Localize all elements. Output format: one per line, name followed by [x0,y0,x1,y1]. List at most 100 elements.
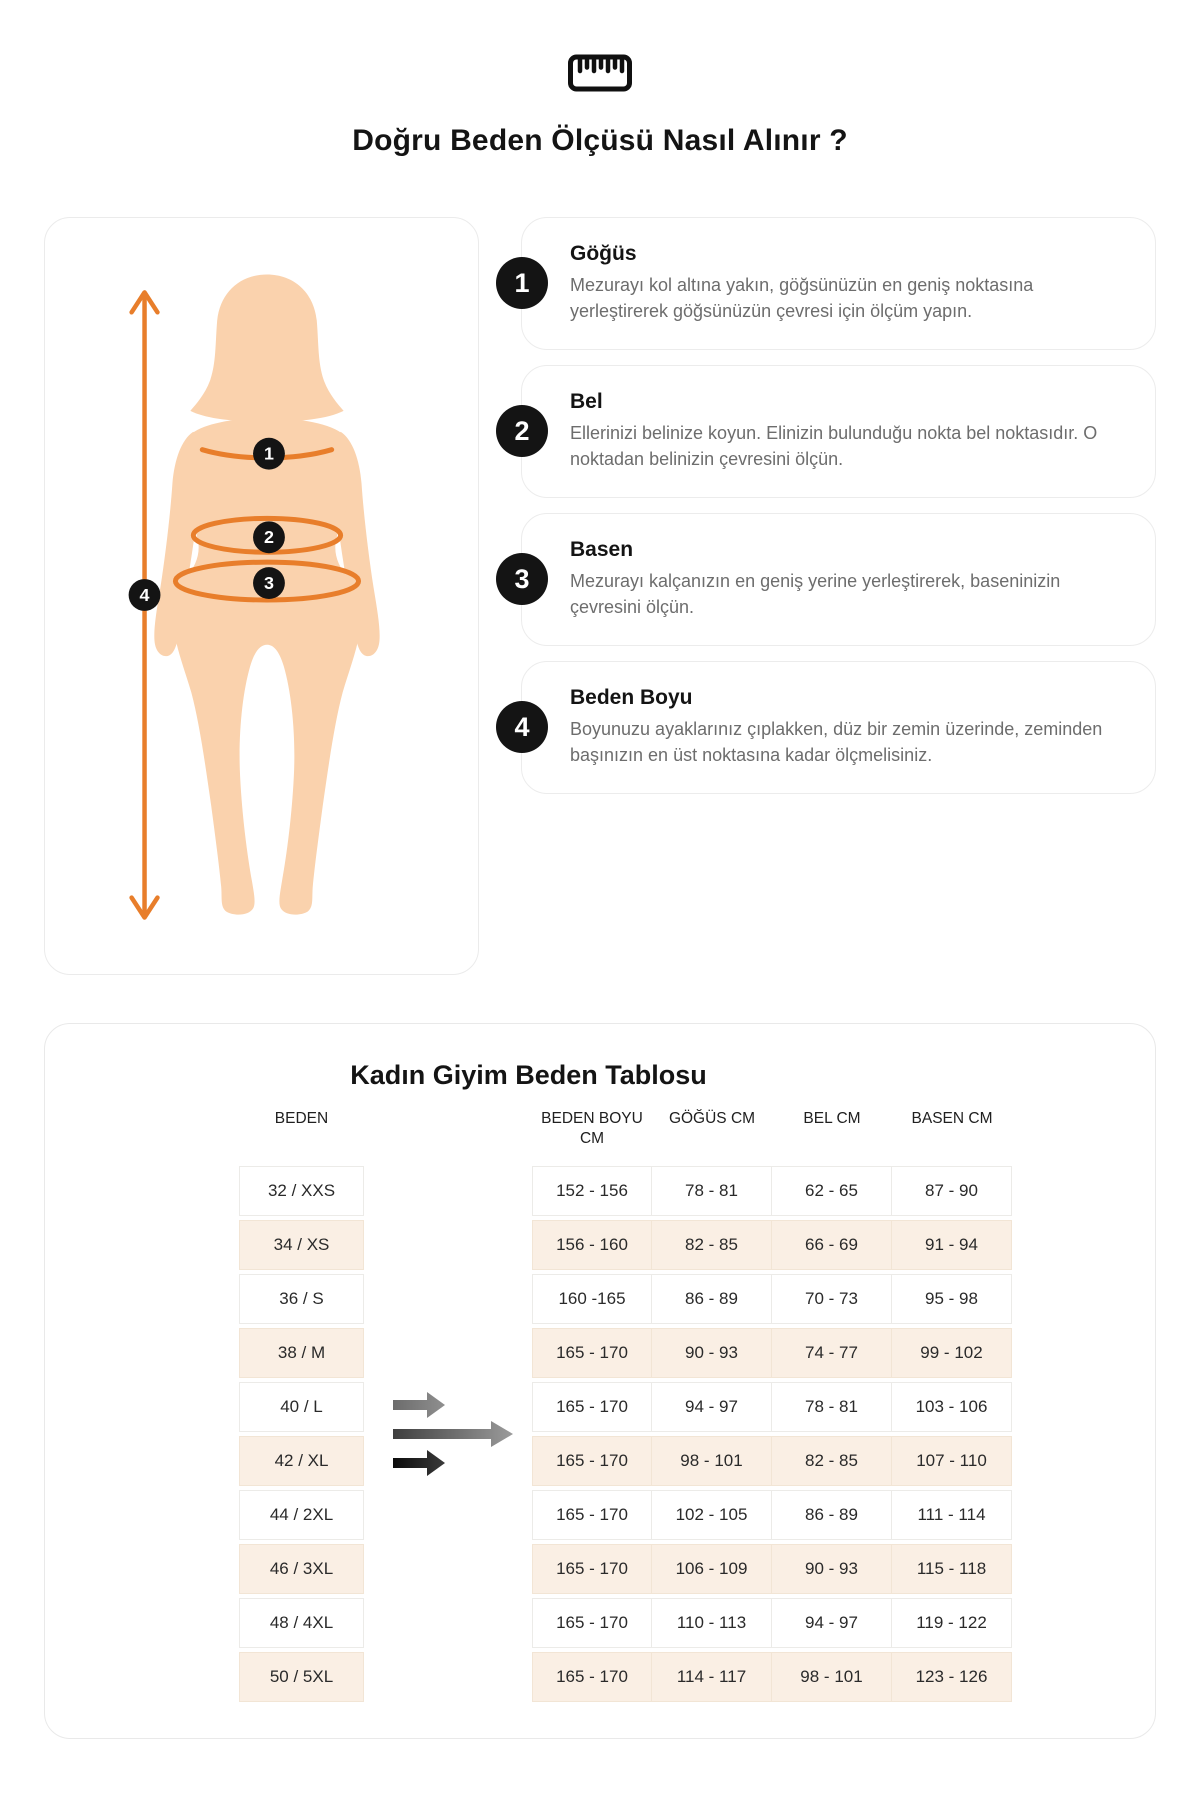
height-cell: 165 - 170 [532,1382,652,1433]
hips-cell: 123 - 126 [892,1652,1012,1703]
hips-cell: 99 - 102 [892,1328,1012,1379]
table-row: 40 / L 165 - 170 94 - 97 78 - 81 103 - 1… [239,1382,1012,1433]
waist-cell: 62 - 65 [772,1166,892,1217]
header-icon-wrap [0,0,1200,94]
column-header-size: BEDEN [274,1109,329,1127]
measurement-guide-section: 1 2 3 4 1 Göğüs Mezurayı kol altına yakı… [44,216,1156,975]
table-row: 42 / XL 165 - 170 98 - 101 82 - 85 107 -… [239,1436,1012,1487]
chest-cell: 94 - 97 [652,1382,772,1433]
height-cell: 165 - 170 [532,1490,652,1541]
step-card-chest: 1 Göğüs Mezurayı kol altına yakın, göğsü… [496,216,1156,350]
height-cell: 160 -165 [532,1274,652,1325]
step-title: Bel [570,389,603,413]
chest-cell: 106 - 109 [652,1544,772,1595]
hips-cell: 107 - 110 [892,1436,1012,1487]
waist-cell: 74 - 77 [772,1328,892,1379]
chest-cell: 78 - 81 [652,1166,772,1217]
hips-cell: 111 - 114 [892,1490,1012,1541]
step-title: Beden Boyu [570,685,693,709]
measurement-steps: 1 Göğüs Mezurayı kol altına yakın, göğsü… [496,216,1156,975]
step-card-height: 4 Beden Boyu Boyunuzu ayaklarınız çıplak… [496,660,1156,794]
height-cell: 156 - 160 [532,1220,652,1271]
figure-badges: 1 2 3 4 [128,437,285,611]
size-cell: 36 / S [239,1274,364,1325]
waist-cell: 94 - 97 [772,1598,892,1649]
table-row: 36 / S 160 -165 86 - 89 70 - 73 95 - 98 [239,1274,1012,1325]
waist-cell: 98 - 101 [772,1652,892,1703]
chest-cell: 102 - 105 [652,1490,772,1541]
height-cell: 165 - 170 [532,1328,652,1379]
step-number-badge: 4 [496,701,548,753]
figure-badge-chest [253,437,285,470]
figure-badge-waist-label: 2 [264,527,274,547]
figure-badge-height [128,578,161,611]
figure-badge-waist [253,520,285,553]
table-row: 38 / M 165 - 170 90 - 93 74 - 77 99 - 10… [239,1328,1012,1379]
chest-cell: 90 - 93 [652,1328,772,1379]
hip-measure-loop [172,559,362,602]
column-header-hips: BASEN CM [911,1109,993,1127]
size-pointer-arrows-icon [393,1392,513,1477]
chest-cell: 82 - 85 [652,1220,772,1271]
hips-cell: 103 - 106 [892,1382,1012,1433]
figure-badge-hip-label: 3 [264,573,274,593]
table-row: 48 / 4XL 165 - 170 110 - 113 94 - 97 119… [239,1598,1012,1649]
waist-cell: 86 - 89 [772,1490,892,1541]
table-row: 32 / XXS 152 - 156 78 - 81 62 - 65 87 - … [239,1166,1012,1217]
size-cell: 50 / 5XL [239,1652,364,1703]
step-title: Basen [570,537,634,561]
size-cell: 48 / 4XL [239,1598,364,1649]
page-title: Doğru Beden Ölçüsü Nasıl Alınır ? [352,124,848,157]
size-cell: 46 / 3XL [239,1544,364,1595]
size-table-card: Kadın Giyim Beden Tablosu BEDEN BEDEN BO… [44,1022,1156,1739]
size-cell: 44 / 2XL [239,1490,364,1541]
step-title: Göğüs [570,241,637,265]
figure-head [190,273,344,422]
size-cell: 40 / L [239,1382,364,1433]
figure-badge-height-label: 4 [140,584,150,604]
size-table-title: Kadın Giyim Beden Tablosu [350,1059,707,1090]
hips-cell: 87 - 90 [892,1166,1012,1217]
step-card-waist: 2 Bel Ellerinizi belinize koyun. Elinizi… [496,364,1156,498]
body-figure-illustration: 1 2 3 4 [128,273,380,920]
height-cell: 152 - 156 [532,1166,652,1217]
table-row: 34 / XS 156 - 160 82 - 85 66 - 69 91 - 9… [239,1220,1012,1271]
size-cell: 42 / XL [239,1436,364,1487]
waist-cell: 66 - 69 [772,1220,892,1271]
waist-cell: 82 - 85 [772,1436,892,1487]
body-figure-card: 1 2 3 4 [44,216,479,975]
waist-cell: 70 - 73 [772,1274,892,1325]
chest-cell: 86 - 89 [652,1274,772,1325]
chest-cell: 114 - 117 [652,1652,772,1703]
size-table-header-row: BEDEN BEDEN BOYU CM GÖĞÜS CM BEL CM BASE… [239,1109,1012,1151]
table-row: 46 / 3XL 165 - 170 106 - 109 90 - 93 115… [239,1544,1012,1595]
step-description: Ellerinizi belinize koyun. Elinizin bulu… [570,422,1098,469]
column-header-height: BEDEN BOYU CM [541,1109,643,1148]
figure-badge-hip [253,566,285,599]
size-cell: 32 / XXS [239,1166,364,1217]
step-number-badge: 1 [496,257,548,309]
size-cell: 34 / XS [239,1220,364,1271]
size-table-rows: 32 / XXS 152 - 156 78 - 81 62 - 65 87 - … [239,1166,1012,1703]
hips-cell: 91 - 94 [892,1220,1012,1271]
chest-cell: 110 - 113 [652,1598,772,1649]
step-number-badge: 3 [496,553,548,605]
waist-cell: 90 - 93 [772,1544,892,1595]
step-description: Boyunuzu ayaklarınız çıplakken, düz bir … [570,718,1103,765]
size-table-content: Kadın Giyim Beden Tablosu BEDEN BEDEN BO… [45,1060,1012,1703]
table-row: 50 / 5XL 165 - 170 114 - 117 98 - 101 12… [239,1652,1012,1703]
column-header-chest: GÖĞÜS CM [668,1109,756,1127]
hips-cell: 95 - 98 [892,1274,1012,1325]
step-description: Mezurayı kol altına yakın, göğsünüzün en… [570,274,1034,321]
step-number-badge: 2 [496,405,548,457]
size-cell: 38 / M [239,1328,364,1379]
column-header-waist: BEL CM [803,1109,861,1127]
height-cell: 165 - 170 [532,1652,652,1703]
height-cell: 165 - 170 [532,1598,652,1649]
height-cell: 165 - 170 [532,1436,652,1487]
step-card-hip: 3 Basen Mezurayı kalçanızın en geniş yer… [496,512,1156,646]
figure-badge-chest-label: 1 [264,443,274,463]
hips-cell: 119 - 122 [892,1598,1012,1649]
figure-body [172,417,361,915]
